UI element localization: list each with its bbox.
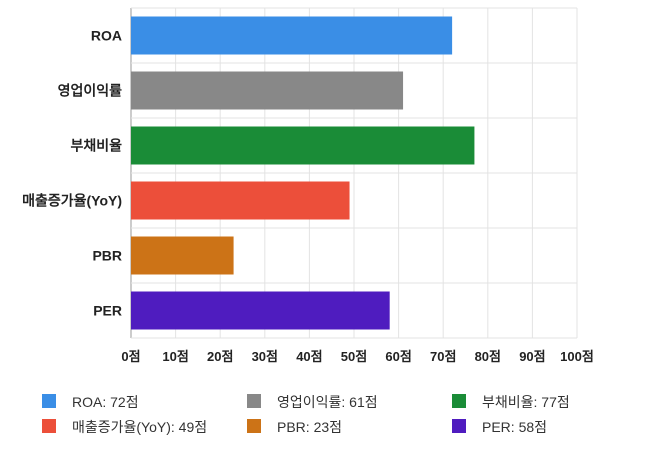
- bar-부채비율: [131, 126, 475, 165]
- legend-label: ROA: 72점: [72, 394, 139, 410]
- bar-ROA: [131, 16, 453, 55]
- category-label: 부채비율: [70, 138, 122, 154]
- x-tick-label: 0점: [121, 349, 140, 364]
- legend-label: PER: 58점: [482, 419, 547, 435]
- legend-label: 매출증가율(YoY): 49점: [72, 419, 207, 435]
- category-label: PER: [93, 303, 122, 319]
- x-tick-label: 70점: [430, 349, 456, 364]
- category-label: 영업이익률: [58, 83, 123, 99]
- x-tick-label: 90점: [519, 349, 545, 364]
- category-label: ROA: [91, 28, 122, 44]
- x-tick-label: 30점: [252, 349, 278, 364]
- x-tick-label: 100점: [560, 349, 594, 364]
- category-label: 매출증가율(YoY): [22, 193, 122, 209]
- legend-label: 영업이익률: 61점: [277, 394, 378, 410]
- x-tick-label: 20점: [207, 349, 233, 364]
- legend-swatch: [452, 394, 466, 408]
- legend-swatch: [42, 394, 56, 408]
- legend-label: PBR: 23점: [277, 419, 342, 435]
- x-tick-label: 10점: [162, 349, 188, 364]
- bar-영업이익률: [131, 71, 404, 110]
- x-tick-label: 50점: [341, 349, 367, 364]
- category-label: PBR: [92, 248, 122, 264]
- bar-PBR: [131, 236, 234, 275]
- legend-swatch: [247, 394, 261, 408]
- bar-PER: [131, 291, 390, 330]
- x-tick-label: 80점: [475, 349, 501, 364]
- x-tick-label: 60점: [385, 349, 411, 364]
- legend-label: 부채비율: 77점: [482, 394, 570, 410]
- x-tick-label: 40점: [296, 349, 322, 364]
- bar-매출증가율(YoY): [131, 181, 350, 220]
- legend-swatch: [42, 419, 56, 433]
- legend-swatch: [452, 419, 466, 433]
- legend-swatch: [247, 419, 261, 433]
